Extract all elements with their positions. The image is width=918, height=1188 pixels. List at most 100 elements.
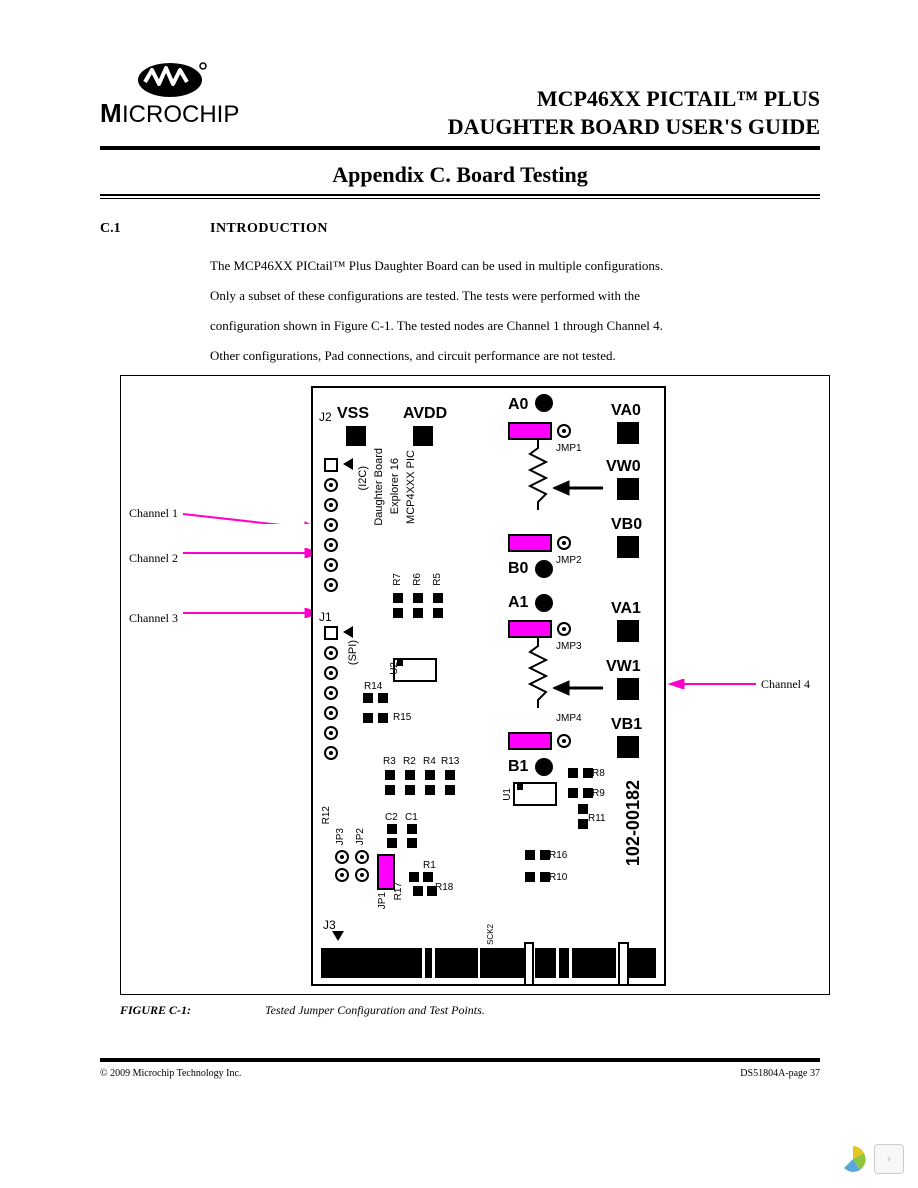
u1-notch	[517, 784, 523, 790]
r15r	[378, 713, 388, 723]
lbl-partnum: 102-00182	[623, 780, 644, 866]
lbl-R2: R2	[403, 756, 416, 767]
smd	[540, 872, 550, 882]
lbl-J2: J2	[319, 410, 332, 424]
j1-tri	[343, 626, 353, 638]
lbl-J3: J3	[323, 918, 336, 932]
smd	[423, 872, 433, 882]
r14l	[363, 693, 373, 703]
page-footer: © 2009 Microchip Technology Inc. DS51804…	[100, 1068, 820, 1079]
j2-pin7	[324, 578, 338, 592]
double-rule-top	[100, 194, 820, 196]
smd	[425, 770, 435, 780]
pad-avdd	[413, 426, 433, 446]
jmp1-pin	[557, 424, 571, 438]
copyright: © 2009 Microchip Technology Inc.	[100, 1068, 241, 1079]
lbl-U1: U1	[502, 788, 513, 801]
lbl-R6: R6	[412, 573, 423, 586]
para-3: configuration shown in Figure C-1. The t…	[210, 313, 750, 339]
lbl-VA0: VA0	[611, 402, 641, 420]
microchip-logo: M ICROCHIP	[100, 60, 300, 140]
j1-pin1	[324, 626, 338, 640]
title-line-2: DAUGHTER BOARD USER'S GUIDE	[448, 113, 820, 141]
lbl-VW1: VW1	[606, 658, 641, 676]
lbl-R15: R15	[393, 712, 411, 723]
smd	[540, 850, 550, 860]
lbl-B1: B1	[508, 758, 528, 776]
lbl-J1: J1	[319, 610, 332, 624]
smd	[407, 824, 417, 834]
lbl-JMP1: JMP1	[556, 443, 582, 454]
r5t	[433, 593, 443, 603]
smd	[405, 770, 415, 780]
smd	[568, 788, 578, 798]
svg-text:M: M	[100, 98, 122, 128]
lbl-JMP4: JMP4	[556, 713, 582, 724]
jmp3-pin	[557, 622, 571, 636]
vtxt-i2c: (I2C)	[357, 466, 369, 490]
jmp2-shunt	[508, 534, 552, 552]
j2-pin6	[324, 558, 338, 572]
pad-A1-dot	[535, 594, 553, 612]
r15l	[363, 713, 373, 723]
lbl-R5: R5	[432, 573, 443, 586]
j2-pin5	[324, 538, 338, 552]
appendix-title: Appendix C. Board Testing	[100, 162, 820, 188]
lbl-VSS: VSS	[337, 405, 369, 423]
smd	[407, 838, 417, 848]
r7b	[393, 608, 403, 618]
svg-text:ICROCHIP: ICROCHIP	[122, 101, 239, 128]
vtxt-mcp: MCP4XXX PIC	[405, 450, 417, 524]
j2-pin3	[324, 498, 338, 512]
jmp4-pin	[557, 734, 571, 748]
smd	[413, 886, 423, 896]
pad-vss	[346, 426, 366, 446]
j1-pin2	[324, 646, 338, 660]
pad-A0-dot	[535, 394, 553, 412]
smd	[427, 886, 437, 896]
jp3b	[335, 868, 349, 882]
figure-caption: FIGURE C-1: Tested Jumper Configuration …	[120, 1003, 820, 1018]
title-line-1: MCP46XX PICTAIL™ PLUS	[448, 85, 820, 113]
smd	[409, 872, 419, 882]
j2-pin1	[324, 458, 338, 472]
pad-VA1	[617, 620, 639, 642]
smd	[583, 768, 593, 778]
smd	[578, 804, 588, 814]
callout-ch4: Channel 4	[761, 677, 810, 692]
edge-notch2	[618, 942, 629, 984]
lbl-C1: C1	[405, 812, 418, 823]
lbl-R13: R13	[441, 756, 459, 767]
section-heading: C.1 INTRODUCTION	[100, 221, 820, 237]
footer-rule	[100, 1058, 820, 1062]
figure-label: FIGURE C-1:	[120, 1003, 265, 1018]
lbl-C2: C2	[385, 812, 398, 823]
lbl-VW0: VW0	[606, 458, 641, 476]
smd	[387, 838, 397, 848]
lbl-SCK2: SCK2	[486, 924, 495, 945]
callout-ch3: Channel 3	[129, 611, 178, 626]
lbl-VB0: VB0	[611, 516, 642, 534]
lbl-R14: R14	[364, 681, 382, 692]
jmp1-shunt	[508, 422, 552, 440]
pad-VB0	[617, 536, 639, 558]
lbl-JP3: JP3	[335, 828, 346, 845]
section-number: C.1	[100, 221, 210, 237]
smd	[583, 788, 593, 798]
next-page-button[interactable]: ›	[874, 1144, 904, 1174]
lbl-R17: R17	[393, 882, 404, 900]
vtxt-spi: (SPI)	[347, 640, 359, 665]
lbl-JMP3: JMP3	[556, 641, 582, 652]
pad-VW0	[617, 478, 639, 500]
jp3t	[335, 850, 349, 864]
smd	[385, 770, 395, 780]
section-name: INTRODUCTION	[210, 221, 328, 237]
j1-pin3	[324, 666, 338, 680]
pad-VB1	[617, 736, 639, 758]
para-4: Other configurations, Pad connections, a…	[210, 343, 750, 369]
pcb-diagram: J2 VSS AVDD (I2C) Daughter Board Explore…	[311, 386, 666, 986]
r6b	[413, 608, 423, 618]
j2-pin4	[324, 518, 338, 532]
para-1: The MCP46XX PICtail™ Plus Daughter Board…	[210, 253, 750, 279]
figure-frame: Channel 1 Channel 2 Channel 3 Channel 4 …	[120, 375, 830, 995]
